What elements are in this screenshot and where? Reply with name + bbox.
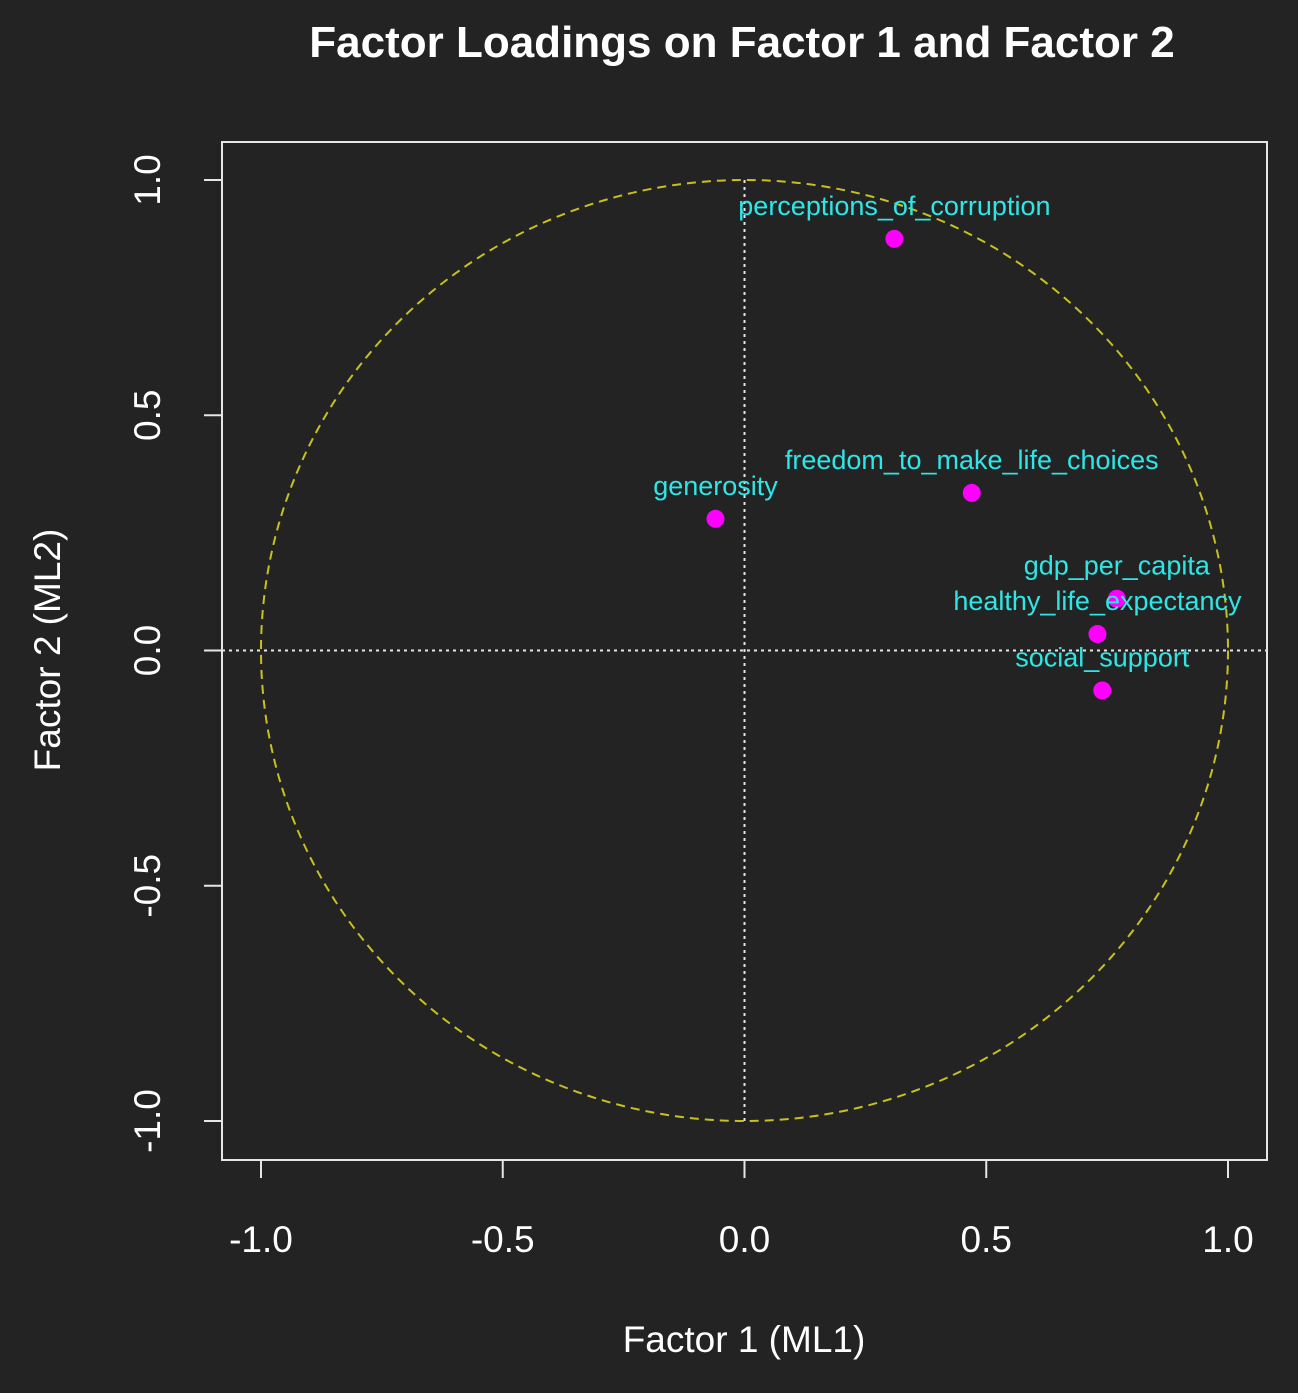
x-tick-label: -0.5 bbox=[471, 1219, 535, 1260]
data-point-label: freedom_to_make_life_choices bbox=[785, 445, 1159, 475]
x-tick-label: 0.5 bbox=[961, 1219, 1012, 1260]
data-point bbox=[706, 509, 725, 528]
x-tick-label: -1.0 bbox=[229, 1219, 293, 1260]
y-tick-label: 0.5 bbox=[127, 390, 168, 441]
data-point-label: social_support bbox=[1015, 642, 1190, 672]
y-tick-label: 1.0 bbox=[127, 154, 168, 205]
chart-title: Factor Loadings on Factor 1 and Factor 2 bbox=[309, 18, 1174, 67]
x-tick-label: 1.0 bbox=[1202, 1219, 1253, 1260]
x-tick-label: 0.0 bbox=[719, 1219, 770, 1260]
data-point-label: gdp_per_capita bbox=[1024, 551, 1211, 581]
data-point bbox=[885, 229, 904, 248]
x-axis-label: Factor 1 (ML1) bbox=[623, 1319, 866, 1360]
y-tick-label: -0.5 bbox=[127, 854, 168, 918]
data-point bbox=[1093, 681, 1112, 700]
y-tick-label: -1.0 bbox=[127, 1089, 168, 1153]
y-tick-label: 0.0 bbox=[127, 625, 168, 676]
data-point bbox=[962, 483, 981, 502]
data-point bbox=[1107, 589, 1126, 608]
data-point-label: perceptions_of_corruption bbox=[738, 191, 1050, 221]
y-axis-label: Factor 2 (ML2) bbox=[27, 529, 68, 772]
data-point-label: generosity bbox=[653, 471, 778, 501]
data-point-label: healthy_life_expectancy bbox=[953, 586, 1242, 616]
data-point bbox=[1088, 625, 1107, 644]
plot-area: -1.0 -0.5 0.0 0.5 1.0 -1.0 -0.5 0.0 0.5 1.0 percep… bbox=[127, 141, 1268, 1260]
unit-circle bbox=[260, 179, 1229, 1122]
